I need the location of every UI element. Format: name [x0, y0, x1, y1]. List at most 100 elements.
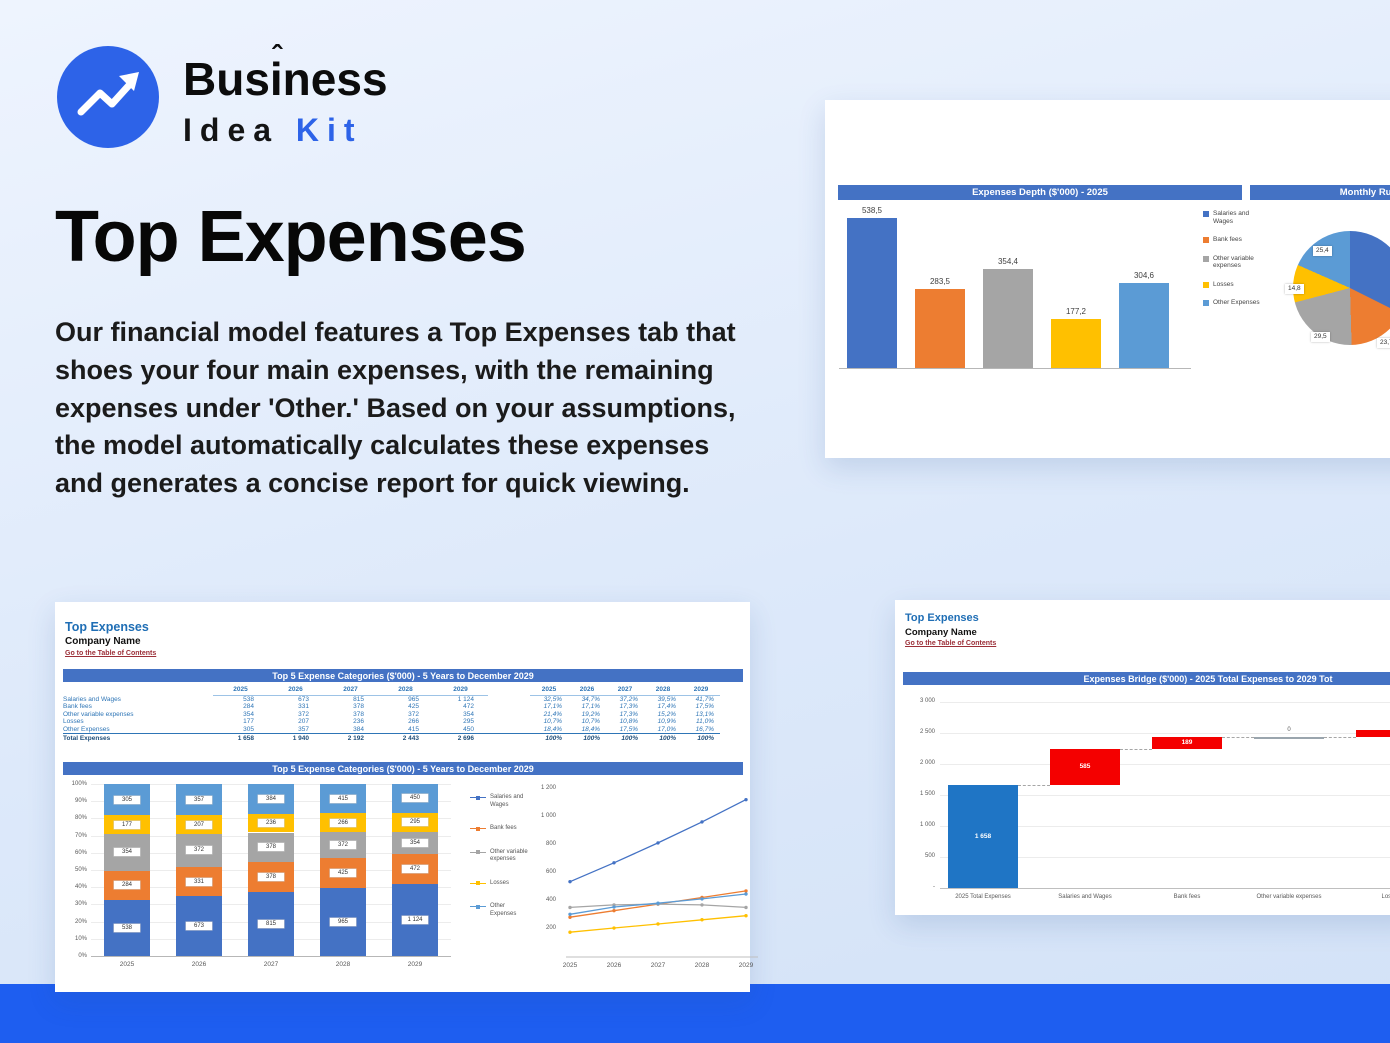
runrate-chart-title: Monthly Run-Rate ($'000 — [1250, 185, 1390, 200]
brand-logo: Business ˆ Idea Kit — [57, 40, 388, 149]
pct-cell: 41,7% — [695, 696, 714, 703]
depth-bar-value: 177,2 — [1065, 306, 1087, 316]
value-cell: 384 — [353, 725, 364, 733]
total-pct-cell: 100% — [682, 732, 720, 744]
row-label: Other Expenses — [63, 725, 110, 733]
bridge-bar-label: 585 — [1079, 763, 1091, 771]
stack-value-label: 354 — [402, 838, 428, 847]
depth-bar — [1051, 318, 1101, 368]
bridge-total-bar — [948, 785, 1018, 888]
stack-value-label: 284 — [114, 881, 140, 890]
stack-value-label: 378 — [258, 873, 284, 882]
legend-item: Losses — [1203, 281, 1269, 289]
stacked-bar-chart: 100% 90% 80% 70% 60% 50% 40% 30% 20% 10% 0% 538 284 3… — [72, 781, 451, 984]
pie-data-label: 29,5 — [1311, 332, 1330, 342]
value-cell: 266 — [408, 718, 419, 726]
stack-value-label: 236 — [258, 819, 284, 828]
y-axis-label: 600 — [545, 869, 556, 875]
legend-item: Salaries and Wages — [470, 794, 530, 809]
logo-caret-accent: ˆ — [272, 40, 282, 73]
line-marker — [568, 912, 572, 916]
legend-item: Bank fees — [1203, 236, 1269, 244]
pct-cell: 17,5% — [619, 725, 638, 733]
depth-bar — [983, 269, 1033, 368]
pct-cell: 15,2% — [657, 710, 676, 718]
stack-value-label: 177 — [114, 820, 140, 829]
table-of-contents-link[interactable]: Go to the Table of Contents — [905, 640, 997, 647]
total-pct-cell: 100% — [644, 732, 682, 744]
y-axis-label: 200 — [545, 925, 556, 931]
connector-line — [1018, 785, 1050, 787]
legend-item: Other variable expenses — [1203, 255, 1269, 270]
expense-chart-legend: Salaries and Wages Bank fees Other variabl… — [470, 794, 530, 934]
y-axis-label: 1 200 — [540, 785, 556, 791]
sheet-cell-empty — [63, 684, 213, 696]
expense-line-chart: 1 200 1 000 800 600 400 200 2025 2026 2027 2028 20… — [541, 784, 760, 984]
gridline — [940, 733, 1390, 734]
stack-value-label: 384 — [258, 794, 284, 803]
legend-swatch-icon — [1203, 211, 1209, 217]
trend-arrow-icon — [77, 72, 139, 116]
row-label: Salaries and Wages — [63, 696, 121, 703]
gridline — [940, 826, 1390, 827]
stack-value-label: 372 — [330, 841, 356, 850]
y-axis-label: 30% — [74, 901, 87, 908]
sheet-cell-spacer — [488, 703, 530, 710]
legend-line-marker-icon — [470, 849, 486, 856]
x-axis-label: 2025 — [562, 962, 578, 969]
x-axis-label: 2028 — [335, 961, 351, 968]
bottom-accent-band — [0, 984, 1390, 1043]
expense-table-title: Top 5 Expense Categories ($'000) - 5 Yea… — [63, 669, 743, 682]
x-axis-label: 2025 Total Expenses — [955, 894, 1011, 900]
value-cell: 372 — [298, 710, 309, 718]
x-axis-label: 2027 — [650, 962, 666, 969]
x-axis-label: 2028 — [694, 962, 710, 969]
stack-value-label: 295 — [402, 818, 428, 827]
legend-item: Other Expenses — [470, 903, 530, 918]
legend-swatch-icon — [1203, 237, 1209, 243]
y-axis-label: 90% — [74, 798, 87, 805]
line-series — [569, 799, 747, 883]
line-marker — [656, 901, 660, 905]
value-cell: 673 — [298, 696, 309, 703]
stack-value-label: 815 — [258, 920, 284, 928]
waterfall-chart: 3 000 2 500 2 000 1 500 1 000 500 - 1 658 2025 T… — [895, 600, 1390, 915]
legend-label: Other variable expenses — [1213, 254, 1254, 270]
logo-wordmark: Business ˆ Idea Kit — [183, 40, 388, 149]
logo-word-kit: Kit — [295, 112, 363, 148]
bridge-chart-title: Expenses Bridge ($'000) - 2025 Total Exp… — [903, 672, 1390, 685]
pct-cell: 13,1% — [695, 710, 714, 718]
stack-value-label: 331 — [186, 877, 212, 886]
total-value-cell: 2 443 — [378, 732, 433, 744]
page-description: Our financial model features a Top Expen… — [55, 317, 736, 499]
depth-runrate-screenshot: Expenses Depth ($'000) - 2025 Monthly Ru… — [825, 100, 1390, 458]
bridge-increase-bar — [1356, 729, 1390, 738]
legend-label: Salaries and Wages — [490, 794, 524, 808]
stack-value-label: 378 — [258, 843, 284, 852]
value-cell: 236 — [353, 718, 364, 726]
total-value-cell: 2 192 — [323, 732, 378, 744]
pct-cell: 10,8% — [619, 718, 638, 726]
pct-cell: 37,2% — [619, 696, 638, 703]
depth-chart-title: Expenses Depth ($'000) - 2025 — [838, 185, 1242, 200]
value-cell: 331 — [298, 703, 309, 711]
bridge-increase-bar — [1050, 748, 1120, 786]
y-axis-label: 20% — [74, 918, 87, 925]
stack-value-label: 965 — [330, 918, 356, 927]
y-axis-label: 80% — [74, 815, 87, 822]
bridge-increase-bar — [1152, 737, 1222, 749]
bridge-bar-label: 189 — [1181, 739, 1193, 747]
y-axis-label: 1 500 — [919, 791, 935, 797]
y-axis-label: 400 — [545, 897, 556, 903]
depth-bar — [847, 218, 897, 368]
legend-label: Bank fees — [490, 825, 517, 831]
value-cell: 177 — [243, 718, 254, 726]
year-header: 2025 — [530, 684, 568, 696]
stack-value-label: 266 — [330, 818, 356, 827]
logo-word-idea: Idea — [183, 112, 280, 148]
pct-cell: 17,1% — [581, 703, 600, 711]
value-cell: 305 — [243, 725, 254, 733]
legend-item: Other Expenses — [1203, 299, 1269, 307]
table-of-contents-link[interactable]: Go to the Table of Contents — [65, 650, 157, 657]
pct-cell: 19,2% — [581, 710, 600, 718]
